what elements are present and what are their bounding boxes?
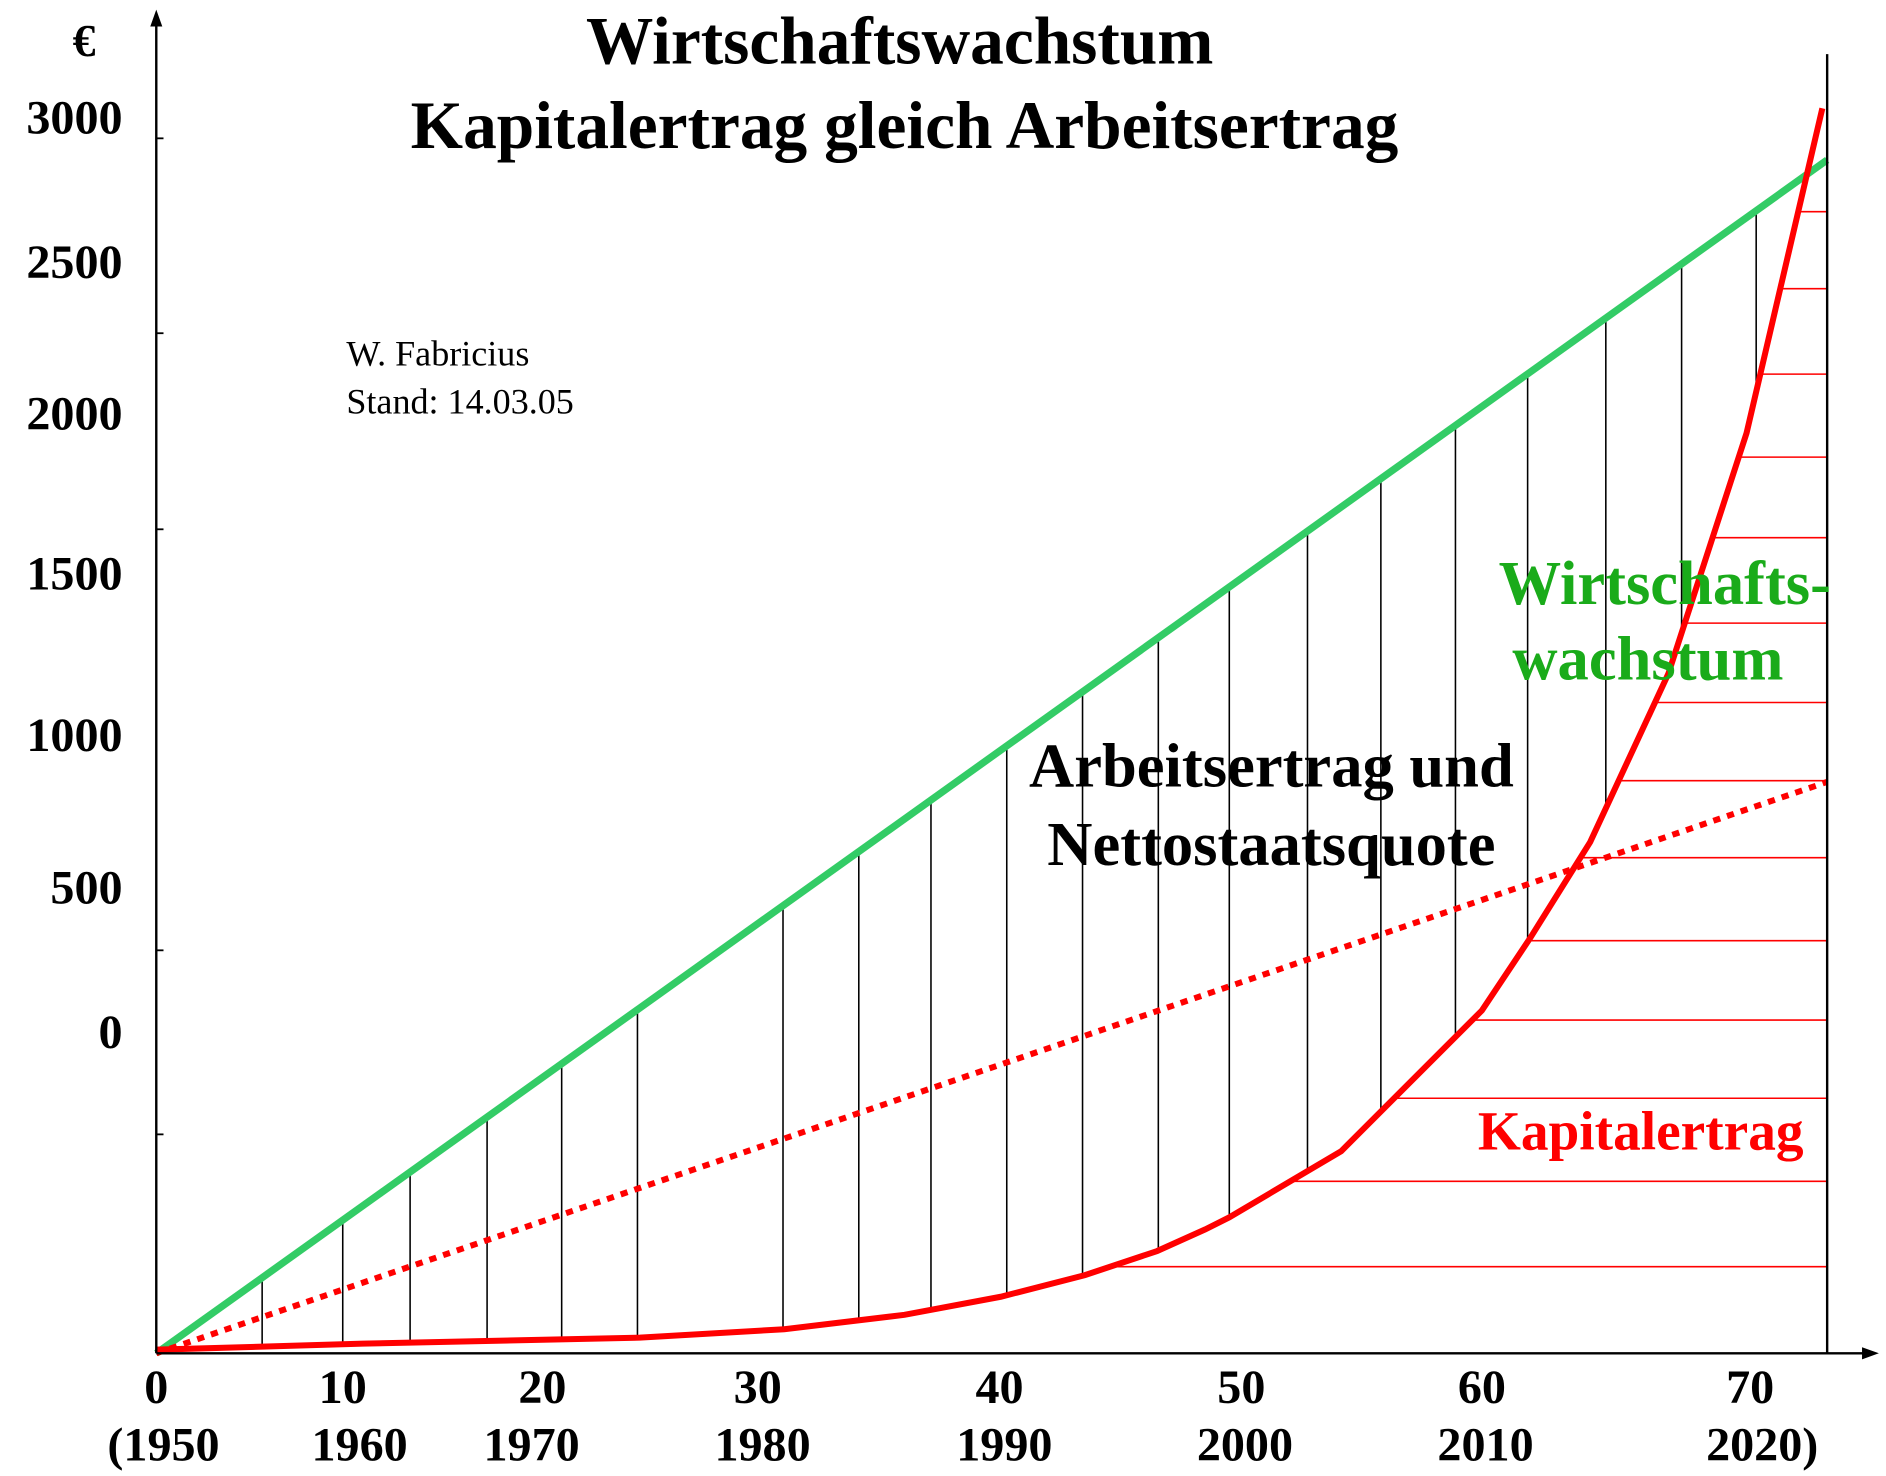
x-label: 70	[1726, 1361, 1774, 1414]
x-label: 10	[319, 1361, 367, 1414]
red-dotted	[155, 779, 1829, 1357]
x-label-year: 1970	[483, 1419, 579, 1472]
x-label: 50	[1217, 1361, 1265, 1414]
x-label-year: 1990	[956, 1419, 1052, 1472]
middle-label-1: Arbeitsertrag und	[1029, 731, 1514, 801]
green-label-1: Wirtschafts-	[1499, 548, 1831, 618]
y-label: 1500	[26, 548, 122, 601]
title-2: Kapitalertrag gleich Arbeitsertrag	[411, 88, 1399, 163]
x-label: 20	[518, 1361, 566, 1414]
x-label-year: 2020)	[1706, 1419, 1818, 1472]
red-label: Kapitalertrag	[1478, 1100, 1804, 1161]
x-label: 0	[144, 1361, 168, 1414]
x-label-year: 2000	[1197, 1419, 1293, 1472]
middle-label-2: Nettostaatsquote	[1047, 809, 1495, 879]
x-label-year: 1980	[714, 1419, 810, 1472]
x-label-year: 1960	[311, 1419, 407, 1472]
title-1: Wirtschaftswachstum	[586, 4, 1213, 79]
y-label: 0	[99, 1006, 123, 1059]
y-label: 1000	[26, 709, 122, 762]
x-label-year: 2010	[1437, 1419, 1533, 1472]
y-unit: €	[73, 15, 96, 66]
y-label: 3000	[26, 92, 122, 145]
x-label: 60	[1458, 1361, 1506, 1414]
red-curve	[156, 107, 1826, 1353]
green-label-2: wachstum	[1512, 624, 1783, 694]
y-label: 2500	[26, 236, 122, 289]
y-arrow	[150, 9, 163, 27]
author: W. Fabricius	[346, 334, 529, 374]
y-label: 500	[50, 862, 122, 915]
date: Stand: 14.03.05	[346, 382, 573, 422]
x-label: 40	[975, 1361, 1023, 1414]
shapes	[154, 107, 1830, 1357]
green-line	[154, 157, 1830, 1357]
x-label: 30	[734, 1361, 782, 1414]
x-arrow	[1862, 1347, 1879, 1360]
x-label-year: (1950	[107, 1419, 219, 1472]
y-label: 2000	[26, 388, 122, 441]
